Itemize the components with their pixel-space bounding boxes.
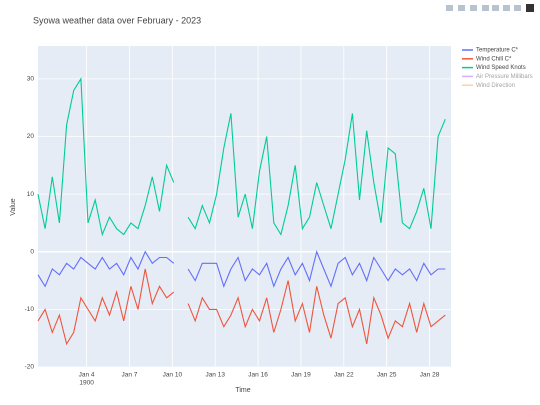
modebar-button[interactable]: [492, 5, 499, 11]
x-axis-title: Time: [235, 387, 250, 394]
legend-label: Wind Speed Knots: [476, 65, 526, 71]
x-tick-label: Jan 19: [291, 372, 311, 379]
y-axis-title: Value: [10, 198, 17, 215]
modebar-button[interactable]: [458, 5, 465, 11]
x-tick-label: Jan 28: [420, 372, 440, 379]
legend-label: Temperature C*: [476, 48, 519, 54]
x-year-label: 1900: [79, 380, 94, 387]
y-tick-label: -20: [25, 364, 35, 371]
legend-label: Air Pressure Millibars: [476, 74, 533, 80]
line-series: [37, 268, 446, 346]
legend-item[interactable]: Wind Chill C*: [462, 56, 512, 62]
y-tick-label: 0: [30, 248, 34, 255]
x-tick-label: Jan 10: [163, 372, 183, 379]
legend-item[interactable]: Air Pressure Millibars: [462, 74, 533, 80]
modebar-button[interactable]: [503, 5, 510, 11]
y-tick-label: 10: [27, 191, 35, 198]
y-tick-label: 20: [27, 133, 35, 140]
x-tick-label: Jan 4: [79, 372, 95, 379]
modebar-button[interactable]: [514, 5, 521, 11]
x-tick-label: Jan 25: [377, 372, 397, 379]
plot-background: [38, 46, 451, 367]
x-tick-label: Jan 7: [122, 372, 138, 379]
line-series: [37, 249, 446, 288]
chart-title: Syowa weather data over February - 2023: [33, 15, 201, 25]
legend-label: Wind Direction: [476, 83, 515, 89]
modebar-logo[interactable]: [526, 4, 534, 12]
legend-label: Wind Chill C*: [476, 56, 512, 62]
x-tick-label: Jan 13: [205, 372, 225, 379]
y-tick-label: 30: [27, 76, 35, 83]
x-tick-label: Jan 16: [248, 372, 268, 379]
legend-item[interactable]: Temperature C*: [462, 48, 519, 54]
line-series: [37, 77, 446, 237]
modebar-button[interactable]: [470, 5, 477, 11]
modebar[interactable]: [446, 4, 534, 12]
x-tick-label: Jan 22: [334, 372, 354, 379]
modebar-button[interactable]: [482, 5, 489, 11]
modebar-button[interactable]: [446, 5, 453, 11]
legend-item[interactable]: Wind Speed Knots: [462, 65, 526, 71]
y-tick-label: -10: [25, 306, 35, 313]
legend-item[interactable]: Wind Direction: [462, 83, 515, 89]
